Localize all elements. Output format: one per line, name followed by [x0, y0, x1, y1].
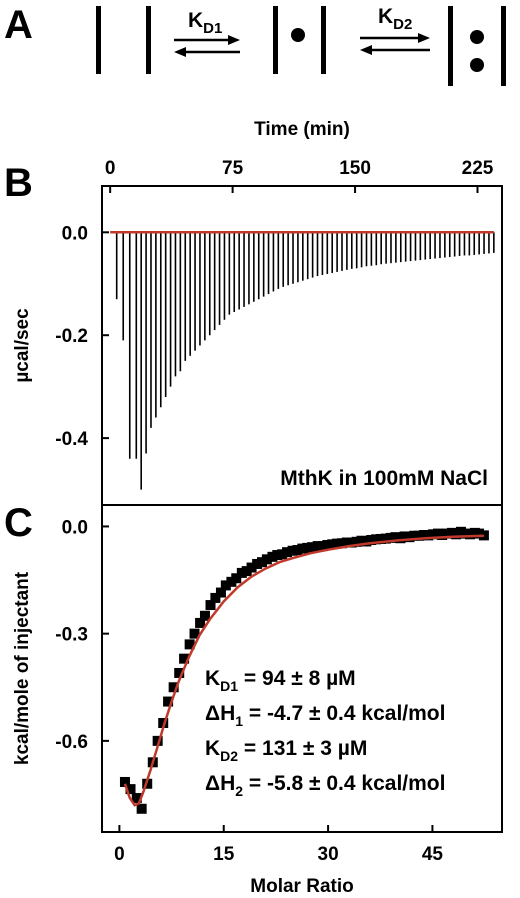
- panel-c-data-point: [131, 793, 142, 804]
- panel-b-x-tick-label: 150: [339, 158, 371, 179]
- scheme-ion-dot: [291, 28, 305, 42]
- panel-b-letter: B: [4, 161, 33, 205]
- panel-c-plot-frame: [101, 504, 503, 833]
- scheme-ion-dot-top: [470, 30, 484, 44]
- scheme-empty-left-bar: [96, 6, 101, 74]
- panel-c-data-point: [174, 667, 185, 678]
- panel-b-x-tick-label: 75: [222, 158, 244, 179]
- panel-c-data-point: [195, 617, 206, 628]
- panel-c-data-point: [168, 682, 179, 693]
- panel-a-scheme: A KD1 KD2: [4, 3, 506, 86]
- panel-c-chart: C Molar Ratio kcal/mole of injectant 0 15…: [4, 501, 503, 897]
- panel-b-plot-frame: [101, 185, 503, 506]
- panel-b-annotation: MthK in 100mM NaCl: [280, 467, 488, 490]
- panel-b-y-tick-label: 0.0: [62, 223, 88, 244]
- panel-c-y-axis-title: kcal/mole of injectant: [12, 571, 33, 765]
- panel-c-data-point: [119, 776, 130, 787]
- panel-c-data-point: [478, 530, 489, 541]
- panel-b-y-tick-label: -0.2: [55, 326, 88, 347]
- panel-b-chart: B Time (min) µcal/sec 0 75 150 225 0.0 -0.2 -0…: [4, 119, 503, 506]
- panel-c-data-point: [210, 592, 221, 603]
- equilibrium-arrows-1: [174, 35, 240, 57]
- panel-c-data-point: [215, 587, 226, 598]
- panel-c-data-point: [231, 573, 242, 584]
- scheme-ion-dot-bottom: [470, 58, 484, 72]
- panel-c-data-point: [184, 639, 195, 650]
- panel-c-data-point: [189, 628, 200, 639]
- panel-c-x-axis-title: Molar Ratio: [250, 876, 353, 897]
- panel-c-y-tick-label: -0.3: [55, 625, 88, 646]
- panel-c-fit-parameter: ΔH1 = -4.7 ± 0.4 kcal/mol: [205, 702, 445, 729]
- panel-c-data-point: [246, 562, 257, 573]
- panel-c-data-point: [220, 580, 231, 591]
- panel-c-data-point: [136, 803, 147, 814]
- panel-c-data-point: [163, 696, 174, 707]
- panel-b-y-tick-label: -0.4: [55, 429, 88, 450]
- scheme-single-left-bar: [273, 6, 278, 74]
- panel-c-y-tick-label: 0.0: [62, 517, 88, 538]
- panel-c-data-point: [179, 653, 190, 664]
- panel-a-letter: A: [4, 3, 33, 47]
- scheme-double-right-bar: [501, 6, 506, 86]
- kd2-label: KD2: [378, 5, 412, 33]
- panel-c-fit-curve: [123, 534, 484, 807]
- panel-c-data-point: [158, 718, 169, 728]
- panel-c-data-point: [199, 610, 210, 621]
- panel-c-data-point: [282, 547, 293, 558]
- panel-c-fit-parameter: KD1 = 94 ± 8 µM: [205, 667, 356, 694]
- panel-c-data-point: [307, 542, 318, 553]
- kd1-label: KD1: [188, 9, 222, 37]
- panel-b-x-tick-label: 225: [462, 158, 494, 179]
- panel-c-data-point: [205, 600, 216, 611]
- panel-c-data-point: [125, 784, 136, 795]
- panel-c-data-point: [261, 554, 272, 565]
- panel-c-fit-parameter: ΔH2 = -5.8 ± 0.4 kcal/mol: [205, 772, 445, 799]
- panel-c-x-tick-label: 0: [114, 844, 125, 865]
- panel-c-letter: C: [4, 501, 33, 545]
- panel-c-data-point: [152, 735, 163, 746]
- scheme-empty-right-bar: [146, 6, 151, 74]
- scheme-single-right-bar: [321, 6, 326, 74]
- panel-b-x-axis-title: Time (min): [254, 119, 350, 140]
- panel-b-y-axis-title: µcal/sec: [12, 308, 33, 383]
- scheme-double-left-bar: [448, 6, 453, 86]
- panel-c-x-tick-label: 45: [422, 844, 444, 865]
- panel-c-fit-parameter: KD2 = 131 ± 3 µM: [205, 737, 367, 764]
- panel-c-x-tick-label: 30: [318, 844, 339, 865]
- equilibrium-arrows-2: [360, 33, 430, 55]
- panel-c-y-tick-label: -0.6: [55, 732, 88, 753]
- panel-b-x-tick-label: 0: [105, 158, 116, 179]
- panel-c-x-tick-label: 15: [213, 844, 235, 865]
